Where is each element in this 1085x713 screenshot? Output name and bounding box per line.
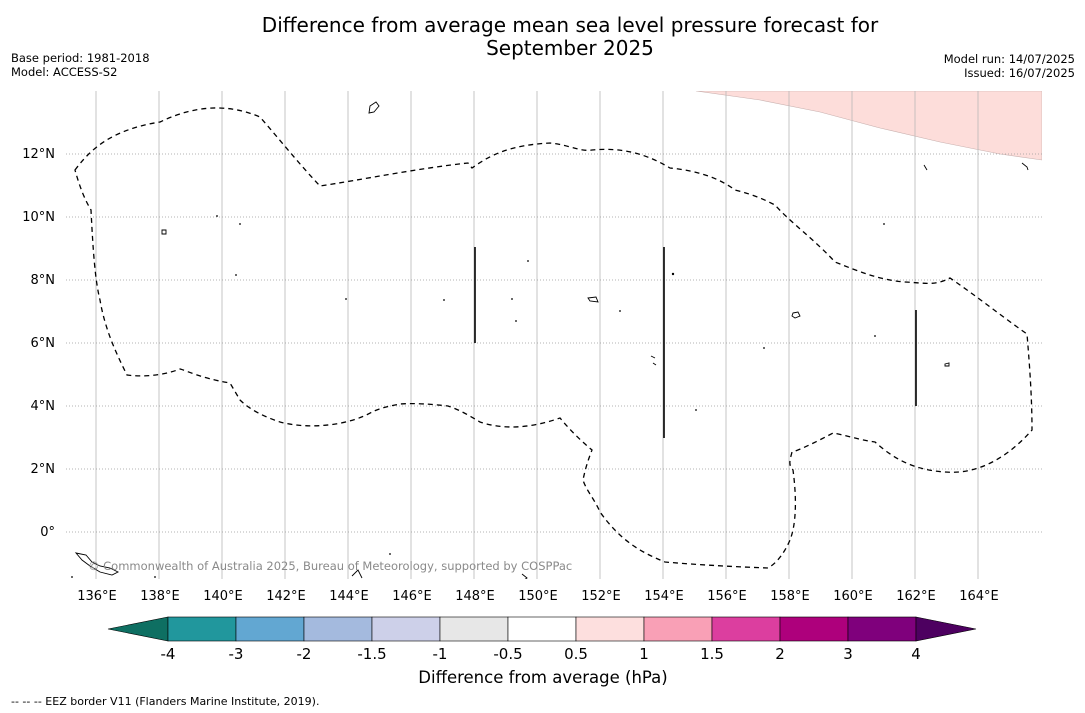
island-ulithi — [161, 229, 167, 235]
island-small-e — [351, 569, 363, 579]
colorbar-tick: 1 — [639, 645, 649, 663]
copyright-text: © Commonwealth of Australia 2025, Bureau… — [88, 559, 572, 573]
meta-left: Base period: 1981-2018 Model: ACCESS-S2 — [11, 51, 150, 79]
lat-label: 8°N — [31, 273, 56, 288]
lon-label: 146°E — [392, 589, 432, 604]
lon-label: 160°E — [833, 589, 873, 604]
lon-label: 162°E — [896, 589, 936, 604]
lat-label: 0° — [40, 525, 55, 540]
lat-label: 6°N — [31, 336, 56, 351]
colorbar-swatch — [847, 616, 917, 642]
island-outlines — [74, 101, 1029, 579]
lon-label: 154°E — [644, 589, 684, 604]
lon-label: 156°E — [707, 589, 747, 604]
colorbar-swatch — [575, 616, 645, 642]
colorbar-swatch — [235, 616, 305, 642]
island-pohnpei — [791, 311, 801, 319]
latitude-labels: 12°N 10°N 8°N 6°N 4°N 2°N 0° — [22, 147, 55, 540]
pressure-anomaly-region — [695, 91, 1042, 161]
issued-date: Issued: 16/07/2025 — [964, 66, 1075, 80]
eez-footnote: -- -- -- EEZ border V11 (Flanders Marine… — [11, 695, 320, 708]
colorbar-tick: 2 — [775, 645, 785, 663]
lat-label: 10°N — [22, 210, 55, 225]
title-line-1: Difference from average mean sea level p… — [261, 13, 879, 37]
colorbar — [107, 616, 977, 642]
colorbar-extend-high — [915, 616, 977, 642]
eez-border — [74, 107, 1033, 569]
model-name: Model: ACCESS-S2 — [11, 65, 118, 79]
title-line-2: September 2025 — [486, 36, 654, 60]
colorbar-tick: -4 — [161, 645, 176, 663]
lon-label: 150°E — [518, 589, 558, 604]
latitude-gridlines — [66, 153, 1042, 533]
island-small-a — [650, 355, 656, 359]
lon-label: 136°E — [77, 589, 117, 604]
atoll-dots — [71, 215, 885, 578]
colorbar-tick: -0.5 — [493, 645, 522, 663]
colorbar-swatch — [439, 616, 509, 642]
base-period: Base period: 1981-2018 — [11, 51, 150, 65]
map-panel — [66, 91, 1042, 579]
colorbar-tick: 0.5 — [564, 645, 588, 663]
longitude-gridlines — [95, 91, 979, 579]
colorbar-swatch — [507, 616, 577, 642]
lon-label: 140°E — [203, 589, 243, 604]
colorbar-tick: 4 — [911, 645, 921, 663]
colorbar-tick: 3 — [843, 645, 853, 663]
colorbar-swatch — [779, 616, 849, 642]
colorbar-tick: 1.5 — [700, 645, 724, 663]
colorbar-title: Difference from average (hPa) — [418, 668, 668, 687]
lon-label: 158°E — [770, 589, 810, 604]
lat-label: 4°N — [31, 399, 56, 414]
lon-label: 148°E — [455, 589, 495, 604]
island-small-d — [923, 164, 928, 171]
lon-label: 144°E — [329, 589, 369, 604]
colorbar-swatch — [711, 616, 781, 642]
island-kosrae — [944, 362, 950, 367]
colorbar-swatch — [643, 616, 713, 642]
island-chuuk — [587, 296, 599, 303]
model-run: Model run: 14/07/2025 — [943, 52, 1075, 66]
meta-right: Model run: 14/07/2025 Issued: 16/07/2025 — [944, 52, 1075, 80]
island-png-coast — [74, 552, 120, 576]
lon-label: 164°E — [959, 589, 999, 604]
map-title: Difference from average mean sea level p… — [170, 14, 970, 60]
island-small-c — [1021, 162, 1029, 171]
lat-label: 12°N — [22, 147, 55, 162]
longitude-labels: 136°E 138°E 140°E 142°E 144°E 146°E 148°… — [77, 589, 999, 604]
colorbar-extend-low — [107, 616, 169, 642]
colorbar-swatch — [167, 616, 237, 642]
lon-label: 152°E — [581, 589, 621, 604]
colorbar-tick: -3 — [229, 645, 244, 663]
boundary-markers — [474, 247, 917, 438]
colorbar-tick-labels: -4 -3 -2 -1.5 -1 -0.5 0.5 1 1.5 2 3 4 — [161, 645, 921, 663]
colorbar-tick: -1 — [433, 645, 448, 663]
island-farallon — [368, 101, 380, 114]
colorbar-swatch — [303, 616, 373, 642]
lon-label: 142°E — [266, 589, 306, 604]
island-small-f — [521, 573, 528, 579]
colorbar-tick: -1.5 — [357, 645, 386, 663]
lon-label: 138°E — [140, 589, 180, 604]
colorbar-tick: -2 — [297, 645, 312, 663]
lat-label: 2°N — [31, 462, 56, 477]
colorbar-swatch — [371, 616, 441, 642]
island-small-b — [652, 362, 657, 366]
